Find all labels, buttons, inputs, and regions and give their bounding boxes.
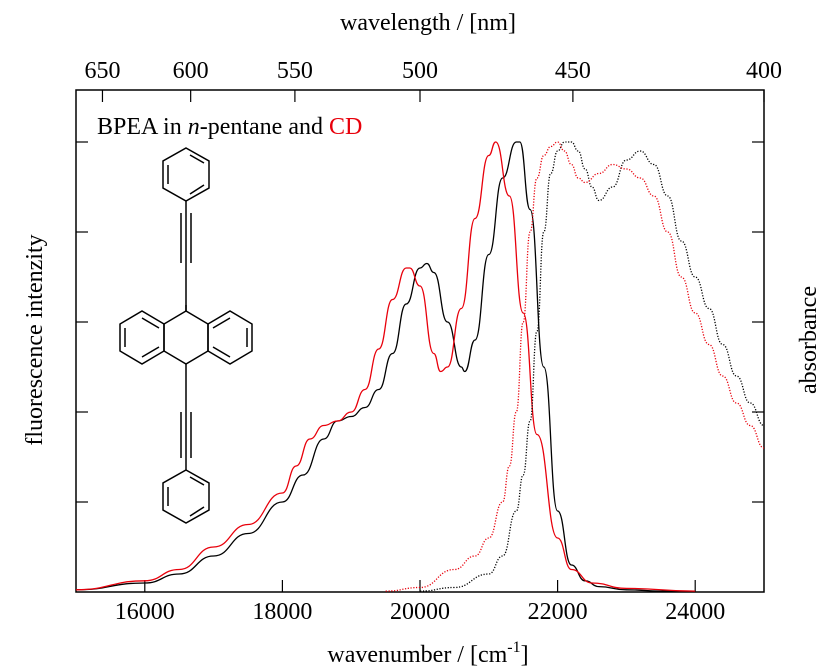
left-axis-title: fluorescence intenzity (22, 234, 48, 445)
anthracene-right-ring (207, 310, 253, 365)
anthracene-right-double-bond (212, 346, 231, 358)
x-tick-label: 16000 (115, 599, 175, 625)
bottom-axis-title: wavenumber / [cm-1] (327, 639, 528, 667)
anthracene-right-double-bond (212, 317, 231, 329)
ticks-layer: 16000 18000 20000 22000 24000 650 600 550 500 450… (76, 58, 782, 625)
top-tick-label: 500 (402, 58, 438, 84)
molecule-structure (119, 147, 253, 524)
anthracene-left-double-bond (141, 346, 160, 358)
right-axis-title: absorbance (796, 286, 822, 394)
annotation-part: BPEA in (97, 114, 188, 140)
series-line-1 (75, 141, 696, 593)
bottom-phenyl-double-bond (189, 506, 205, 517)
x-tick-label: 18000 (252, 599, 312, 625)
annotation-part-red: CD (329, 114, 362, 140)
anthracene-central-ring (163, 310, 209, 365)
bottom-axis-title-superscript: -1 (507, 639, 520, 656)
top-tick-label: 450 (555, 58, 591, 84)
top-tick-label: 600 (173, 58, 209, 84)
annotation-part-italic: n (188, 114, 200, 140)
top-axis-title: wavelength / [nm] (340, 10, 516, 36)
bottom-axis-title-suffix: ] (521, 642, 529, 667)
plot-frame (75, 89, 765, 593)
x-tick-label: 20000 (390, 599, 450, 625)
annotation-part: -pentane and (200, 114, 329, 140)
bottom-phenyl-double-bond (189, 476, 205, 486)
series-layer (75, 141, 765, 593)
series-line-2 (75, 141, 696, 592)
bottom-axis-title-base: wavenumber / [cm (327, 642, 507, 667)
chart-annotation: BPEA in n-pentane and CD (97, 114, 362, 140)
anthracene-left-double-bond (141, 317, 160, 329)
x-tick-label: 24000 (665, 599, 725, 625)
anthracene-left-ring (119, 310, 165, 365)
top-phenyl-ring (162, 147, 210, 202)
top-tick-label: 550 (277, 58, 313, 84)
top-tick-label: 400 (746, 58, 782, 84)
top-phenyl-double-bond (189, 154, 205, 164)
top-tick-label: 650 (84, 58, 120, 84)
bottom-phenyl-ring (162, 469, 210, 524)
series-line-4 (385, 141, 765, 592)
series-line-3 (419, 141, 765, 592)
top-phenyl-double-bond (189, 184, 205, 195)
x-tick-label: 22000 (528, 599, 588, 625)
